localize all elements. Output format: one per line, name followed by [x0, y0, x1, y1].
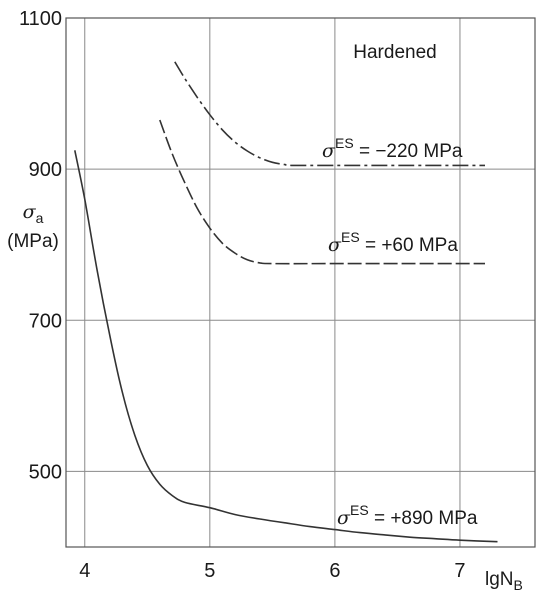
- annotation-hardened: Hardened: [353, 42, 436, 63]
- series-label-plus60-text: = +60 MPa: [360, 235, 459, 256]
- grid-layer: [66, 17, 535, 547]
- plot-frame: [65, 17, 536, 548]
- x-axis-label-main: lgN: [485, 569, 514, 590]
- series-label-plus890-text: = +890 MPa: [369, 508, 478, 529]
- y-axis-label-sub: a: [36, 210, 44, 226]
- y-axis-label-sigma: σ: [23, 201, 37, 223]
- x-tick-label-7: 7: [454, 560, 465, 582]
- series-label-plus60-sigma: σ: [328, 234, 342, 256]
- curves-layer: [74, 61, 498, 543]
- y-tick-label-900: 900: [29, 159, 62, 181]
- series-label-plus890: σES = +890 MPa: [337, 502, 478, 529]
- series-label-minus220-text: = −220 MPa: [354, 141, 463, 162]
- series-label-minus220: σES = −220 MPa: [322, 135, 463, 162]
- ticks-layer: 4 5 6 7 500 700 900 1100: [19, 8, 466, 582]
- x-tick-label-6: 6: [329, 560, 340, 582]
- series-label-plus890-sigma: σ: [337, 507, 351, 529]
- series-label-plus60-sup: ES: [341, 229, 360, 245]
- x-tick-label-5: 5: [204, 560, 215, 582]
- y-tick-label-700: 700: [29, 310, 62, 332]
- y-tick-label-1100: 1100: [19, 8, 62, 30]
- x-axis-label-sub: B: [514, 577, 523, 593]
- series-label-minus220-sup: ES: [335, 135, 354, 151]
- series-label-plus60: σES = +60 MPa: [328, 229, 458, 256]
- series-label-plus890-sup: ES: [350, 502, 369, 518]
- y-axis-label-symbol: σa: [23, 201, 44, 226]
- y-tick-label-500: 500: [29, 461, 62, 483]
- x-tick-label-4: 4: [79, 560, 90, 582]
- series-label-minus220-sigma: σ: [322, 140, 336, 162]
- curve-plus890: [74, 150, 498, 543]
- curve-plus60: [159, 119, 486, 265]
- x-axis-label: lgNB: [485, 569, 523, 593]
- y-axis-label-unit: (MPa): [7, 231, 59, 252]
